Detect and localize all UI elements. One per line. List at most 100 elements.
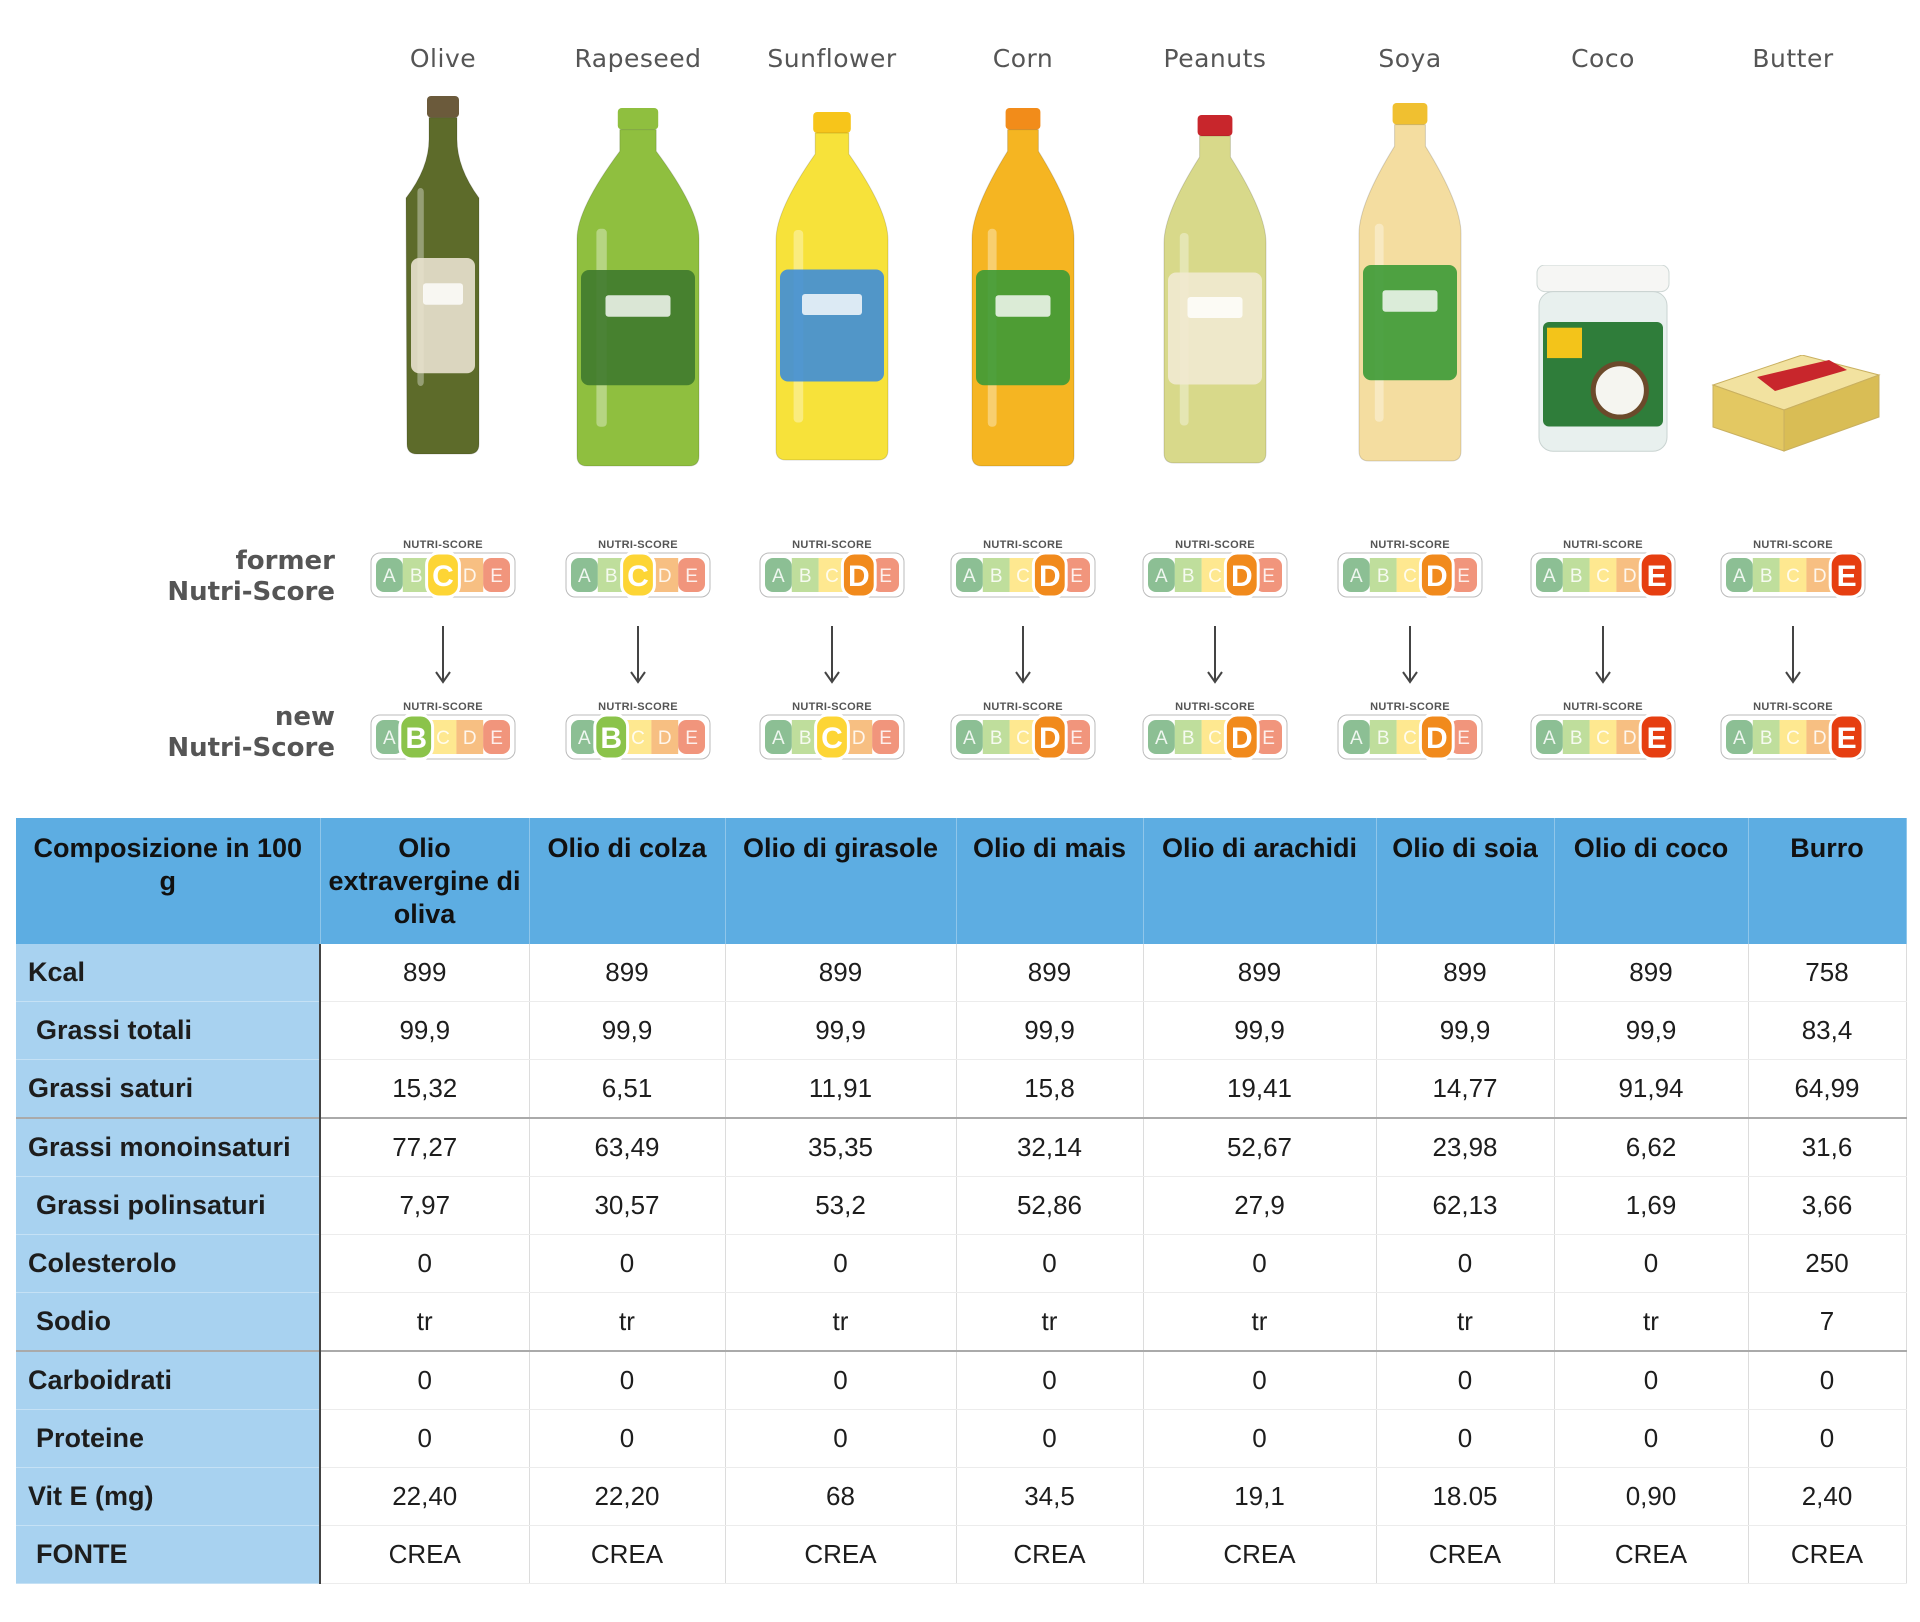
nutriscore-header: NUTRI-SCORE: [598, 701, 678, 713]
soya-oil-bottle-icon: [1355, 103, 1465, 468]
nutriscore-letter: E: [1837, 722, 1857, 755]
nutriscore-letter: D: [1623, 566, 1637, 587]
product-column: Peanuts NUTRI-SCORE A B C D E NUTRI-SCORE A B C D E: [1120, 0, 1310, 780]
nutriscore-letter: B: [1182, 566, 1195, 587]
nutriscore-letter: D: [1813, 566, 1827, 587]
nutriscore-selected-grade: [398, 713, 435, 761]
down-arrow-icon: [628, 626, 648, 691]
rapeseed-oil-bottle-icon: [573, 108, 703, 473]
nutriscore-selected-grade: [1828, 713, 1865, 761]
table-cell: 6,51: [529, 1059, 726, 1119]
nutriscore-letter: A: [1733, 728, 1746, 749]
nutriscore-letter: E: [490, 728, 503, 749]
corn-oil-bottle-icon: [968, 108, 1078, 473]
nutriscore-letter: E: [1457, 566, 1470, 587]
down-arrow-icon: [822, 626, 842, 691]
nutriscore-header: NUTRI-SCORE: [792, 701, 872, 713]
nutriscore-selected-grade: [1828, 551, 1865, 599]
table-row: Sodio tr tr tr tr tr tr tr 7: [16, 1292, 1907, 1352]
down-arrow-icon: [433, 626, 453, 691]
product-column: Rapeseed NUTRI-SCORE A B C D E NUTRI-SCORE A B C D E: [543, 0, 733, 780]
table-cell: 1,69: [1554, 1176, 1749, 1235]
nutriscore-selected-grade: [593, 713, 630, 761]
former-nutriscore-badge: NUTRI-SCORE A B C D E: [1142, 538, 1288, 600]
table-cell: 99,9: [956, 1001, 1144, 1060]
row-label: Colesterolo: [16, 1234, 321, 1293]
nutriscore-letter: A: [1155, 566, 1168, 587]
table-cell: 32,14: [956, 1117, 1144, 1177]
nutriscore-letter: B: [600, 722, 622, 755]
table-cell: 62,13: [1376, 1176, 1555, 1235]
table-cell: 0: [529, 1409, 726, 1468]
nutriscore-letter: E: [879, 566, 892, 587]
column-header: Olio di coco: [1554, 818, 1749, 944]
table-row: Grassi polinsaturi 7,97 30,57 53,2 52,86 27,9…: [16, 1176, 1907, 1235]
nutriscore-letter: A: [383, 728, 396, 749]
table-cell: tr: [725, 1292, 957, 1352]
table-cell: 0: [1376, 1409, 1555, 1468]
nutriscore-letter: B: [1570, 566, 1583, 587]
nutriscore-letter: E: [490, 566, 503, 587]
sunflower-oil-bottle-icon: [772, 112, 892, 467]
nutriscore-header: NUTRI-SCORE: [1370, 539, 1450, 551]
table-cell: 15,32: [320, 1059, 530, 1119]
product-name: Butter: [1752, 44, 1834, 73]
nutriscore-letter: C: [1403, 728, 1417, 749]
table-row: FONTE CREA CREA CREA CREA CREA CREA CREA CREA: [16, 1525, 1907, 1584]
row-label: Kcal: [16, 944, 321, 1002]
table-cell: 6,62: [1554, 1117, 1749, 1177]
nutriscore-letter: C: [821, 722, 843, 755]
table-row: Grassi monoinsaturi 77,27 63,49 35,35 32,14 5…: [16, 1117, 1907, 1177]
nutriscore-header: NUTRI-SCORE: [1563, 701, 1643, 713]
product-name: Coco: [1571, 44, 1635, 73]
new-nutriscore-label: new Nutri-Score: [167, 702, 335, 763]
nutriscore-selected-grade: [1638, 551, 1675, 599]
nutriscore-selected-grade: [1223, 713, 1260, 761]
table-cell: 35,35: [725, 1117, 957, 1177]
nutriscore-selected-grade: [1223, 551, 1260, 599]
product-name: Peanuts: [1163, 44, 1267, 73]
nutriscore-letter: C: [1596, 728, 1610, 749]
nutriscore-letter: B: [405, 722, 427, 755]
nutriscore-selected-grade: [425, 551, 461, 599]
table-cell: 64,99: [1748, 1059, 1907, 1119]
nutriscore-selected-grade: [1031, 551, 1068, 599]
product-name: Soya: [1378, 44, 1442, 73]
nutriscore-letter: A: [963, 566, 976, 587]
table-cell: 899: [1376, 944, 1555, 1002]
product-name: Sunflower: [767, 44, 897, 73]
table-cell: 3,66: [1748, 1176, 1907, 1235]
nutriscore-letter: E: [685, 566, 698, 587]
column-header: Olio di arachidi: [1143, 818, 1377, 944]
row-label: Carboidrati: [16, 1350, 321, 1410]
nutriscore-letter: B: [1570, 728, 1583, 749]
nutriscore-letter: D: [658, 566, 672, 587]
table-cell: 0: [1143, 1234, 1377, 1293]
nutriscore-letter: C: [436, 728, 450, 749]
down-arrow-icon: [1013, 626, 1033, 691]
product-column: Butter NUTRI-SCORE A B C D E NUTRI-SCORE A B C D E: [1698, 0, 1888, 780]
nutriscore-letter: A: [1543, 728, 1556, 749]
nutriscore-letter: E: [1262, 566, 1275, 587]
table-cell: 758: [1748, 944, 1907, 1002]
nutriscore-letter: C: [631, 728, 645, 749]
new-nutriscore-badge: NUTRI-SCORE A B C D E: [1142, 700, 1288, 762]
nutriscore-letter: A: [1350, 728, 1363, 749]
table-cell: 0: [1143, 1350, 1377, 1410]
table-cell: 0,90: [1554, 1467, 1749, 1526]
table-row: Kcal 899 899 899 899 899 899 899 758: [16, 944, 1907, 1002]
nutriscore-letter: D: [852, 728, 866, 749]
table-cell: 0: [320, 1409, 530, 1468]
table-cell: 0: [1554, 1350, 1749, 1410]
row-label: Sodio: [16, 1292, 321, 1352]
table-cell: 899: [529, 944, 726, 1002]
nutriscore-header: NUTRI-SCORE: [1753, 539, 1833, 551]
nutriscore-header: NUTRI-SCORE: [1175, 701, 1255, 713]
product-column: Soya NUTRI-SCORE A B C D E NUTRI-SCORE A B C D E: [1315, 0, 1505, 780]
nutriscore-letter: A: [963, 728, 976, 749]
former-nutriscore-badge: NUTRI-SCORE A B C D E: [565, 538, 711, 600]
nutriscore-letter: C: [1016, 728, 1030, 749]
table-cell: 7: [1748, 1292, 1907, 1352]
table-cell: 899: [1143, 944, 1377, 1002]
table-cell: 0: [529, 1234, 726, 1293]
